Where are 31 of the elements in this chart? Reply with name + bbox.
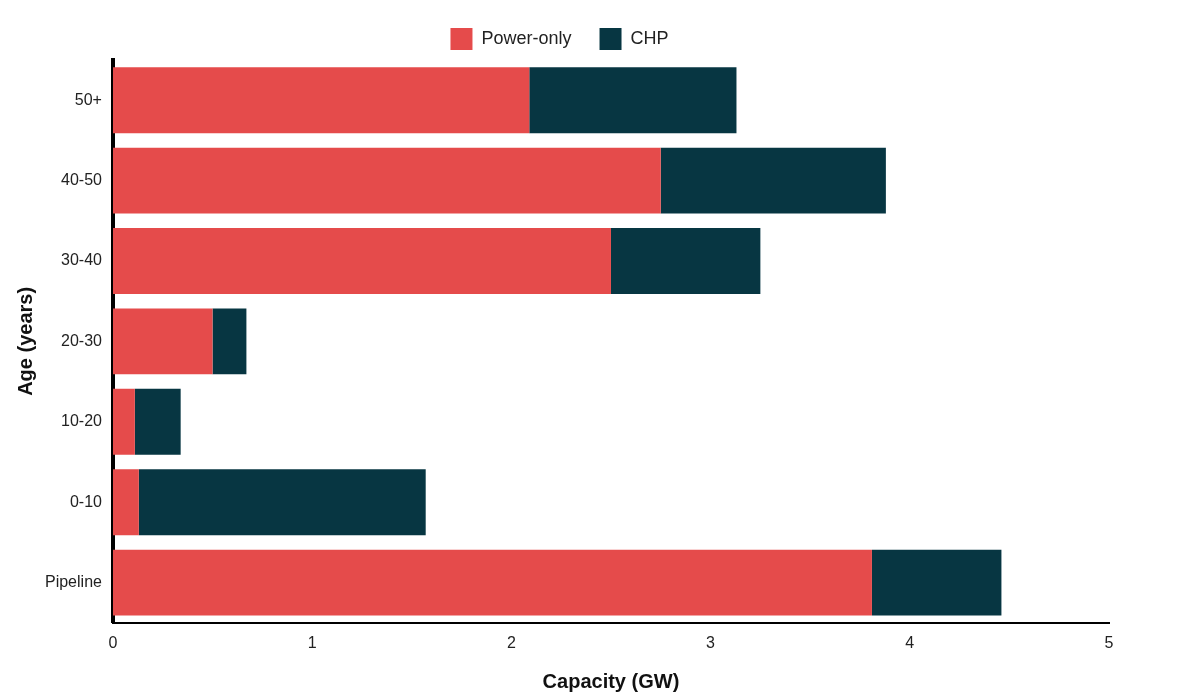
bar [112, 308, 213, 375]
x-tick-label: 5 [1104, 633, 1114, 651]
bar [610, 228, 761, 294]
legend-label: Power-only [481, 27, 572, 48]
y-axis-title: Age (years) [13, 286, 36, 396]
y-tick-label: 30-40 [61, 251, 103, 269]
bar [660, 147, 886, 214]
x-tick-label: 3 [706, 633, 716, 651]
bar [529, 67, 737, 134]
bar [871, 549, 1002, 616]
y-tick-label: Pipeline [44, 573, 103, 591]
y-tick-label: 40-50 [61, 171, 103, 189]
bar [112, 469, 139, 536]
y-tick-label: 50+ [74, 90, 102, 108]
y-tick-label: 0-10 [69, 492, 103, 510]
x-axis-title: Capacity (GW) [542, 669, 680, 692]
bar [112, 228, 611, 294]
x-tick-label: 0 [108, 633, 118, 651]
bar [112, 67, 530, 134]
y-tick-label: 20-30 [61, 331, 103, 349]
bar [112, 147, 661, 214]
legend-label: CHP [630, 27, 669, 48]
bar [134, 388, 181, 455]
x-tick-label: 4 [905, 633, 915, 651]
bar [212, 308, 247, 375]
y-tick-label: 10-20 [61, 412, 103, 430]
x-tick-label: 2 [506, 633, 516, 651]
bar [112, 388, 135, 455]
x-tick-label: 1 [307, 633, 317, 651]
bar [138, 469, 426, 536]
bar [112, 549, 872, 616]
